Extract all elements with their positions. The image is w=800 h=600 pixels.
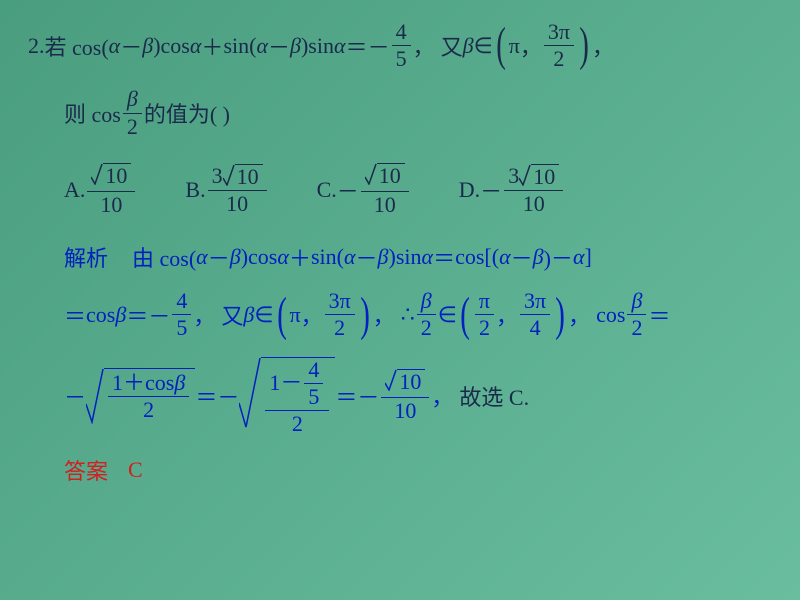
- in: ∈: [474, 33, 493, 59]
- text: sin(: [223, 33, 256, 59]
- interval: ( π 2 ， 3π 4 ): [457, 289, 568, 340]
- frac-4-5: 4 5: [392, 20, 411, 71]
- text: 则 cos: [64, 97, 121, 129]
- alpha: α: [334, 33, 346, 59]
- neg: －: [368, 30, 390, 62]
- beta: β: [142, 33, 153, 59]
- minus: －: [268, 30, 290, 62]
- eq: ＝: [346, 30, 368, 62]
- problem-number: 2.: [28, 33, 45, 59]
- answer-line: 答案 C: [64, 454, 772, 486]
- text: )cos: [153, 33, 190, 59]
- comma: ，: [592, 30, 614, 62]
- interval: ( π ， 3π 2 ): [493, 20, 592, 71]
- sqrt: 10: [385, 369, 425, 394]
- alpha: α: [190, 33, 202, 59]
- beta: β: [290, 33, 301, 59]
- problem-line-2: 则 cos β 2 的值为( ): [64, 87, 772, 138]
- solution-line-3: － 1＋cos β 2 ＝ － 1－ 4 5: [64, 357, 772, 437]
- problem-line-1: 2. 若 cos( α － β )cos α ＋ sin( α － β )sin…: [28, 20, 772, 71]
- frac: 3 10 10: [208, 164, 267, 216]
- frac: 3 10 10: [504, 164, 563, 216]
- big-sqrt: 1＋cos β 2: [86, 368, 195, 424]
- minus: －: [120, 30, 142, 62]
- options-row: A. 10 10 B. 3 10 10 C. －: [64, 163, 772, 217]
- frac-beta-2: β 2: [123, 87, 142, 138]
- solution-line-2: ＝ cos β ＝ － 4 5 ， 又 β ∈ ( π ， 3π 2 ) ， ∴…: [64, 289, 772, 340]
- alpha: α: [109, 33, 121, 59]
- solution-label: 解析: [64, 241, 108, 273]
- frac-4-5: 4 5: [172, 289, 191, 340]
- answer-value: C: [128, 457, 143, 483]
- big-sqrt: 1－ 4 5 2: [239, 357, 335, 437]
- comma: ，: [413, 30, 435, 62]
- option-c: C. － 10 10: [317, 163, 411, 217]
- option-b: B. 3 10 10: [185, 163, 268, 217]
- answer-label: 答案: [64, 454, 108, 486]
- solution-line-1: 解析 由 cos( α － β )cos α ＋ sin( α － β )sin…: [64, 241, 772, 273]
- frac: 10 10: [361, 163, 409, 217]
- frac: 10 10: [87, 163, 135, 217]
- option-a: A. 10 10: [64, 163, 137, 217]
- sqrt: 10: [91, 163, 131, 188]
- alpha: α: [256, 33, 268, 59]
- conclusion: 故选 C.: [459, 380, 529, 412]
- sqrt: 10: [519, 164, 559, 189]
- option-d: D. － 3 10 10: [459, 163, 565, 217]
- frac-3pi-2: 3π 2: [544, 20, 574, 71]
- text: 的值为( ): [144, 97, 230, 129]
- beta: β: [463, 33, 474, 59]
- sqrt: 10: [223, 164, 263, 189]
- interval: ( π ， 3π 2 ): [274, 289, 373, 340]
- sqrt: 10: [365, 163, 405, 188]
- text: )sin: [301, 33, 334, 59]
- frac: 10 10: [381, 369, 429, 423]
- text: 又: [441, 30, 463, 62]
- plus: ＋: [201, 30, 223, 62]
- text: 若 cos(: [45, 30, 109, 62]
